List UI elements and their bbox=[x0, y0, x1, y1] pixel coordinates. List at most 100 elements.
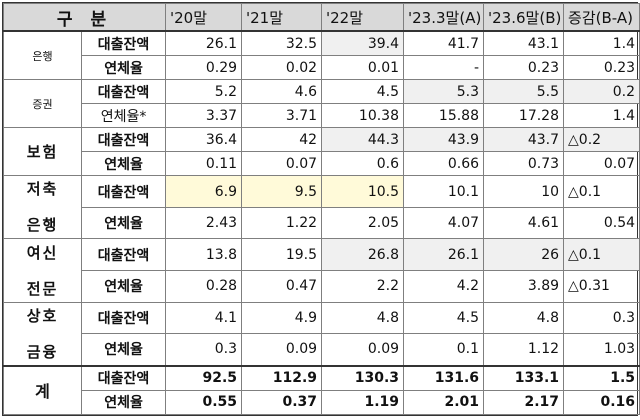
value-cell: - bbox=[403, 55, 485, 81]
value-cell: 3.37 bbox=[165, 103, 243, 129]
header-category: 구 분 bbox=[2, 3, 167, 32]
metric-label: 연체율 bbox=[80, 332, 167, 367]
total-row: 계 대출잔액 92.5 112.9 130.3 131.6 133.1 1.5 bbox=[3, 364, 640, 415]
change-cell: 0.16 bbox=[563, 389, 640, 416]
value-cell: 3.71 bbox=[241, 103, 323, 129]
value-cell: 39.4 bbox=[321, 30, 405, 57]
value-cell: 36.4 bbox=[165, 127, 243, 153]
value-cell: 41.7 bbox=[403, 30, 485, 57]
metric-label: 대출잔액 bbox=[80, 30, 167, 57]
value-cell: 0.55 bbox=[165, 389, 243, 416]
institution-line: 전문 bbox=[26, 279, 59, 298]
institution-insurance: 보험 bbox=[3, 127, 82, 177]
value-cell: 4.8 bbox=[483, 301, 565, 334]
value-cell: 2.05 bbox=[321, 206, 405, 240]
metric-label: 연체율 bbox=[80, 206, 167, 240]
value-cell: 26.1 bbox=[165, 30, 243, 57]
value-cell: 6.9 bbox=[165, 175, 243, 208]
metric-label: 대출잔액 bbox=[80, 238, 167, 271]
metric-label: 연체율 bbox=[80, 270, 167, 303]
value-cell: 43.9 bbox=[403, 127, 485, 153]
value-cell: 42 bbox=[241, 127, 323, 153]
header-col-2020: '20말 bbox=[165, 3, 243, 32]
header-col-change: 증감(B-A) bbox=[563, 3, 640, 32]
value-cell: 0.23 bbox=[483, 55, 565, 81]
value-cell: 2.43 bbox=[165, 206, 243, 240]
institution-line: 상호 bbox=[26, 306, 59, 325]
metric-label: 대출잔액 bbox=[80, 79, 167, 105]
institution-line: 금융 bbox=[26, 342, 59, 361]
value-cell: 26.8 bbox=[321, 238, 405, 271]
value-cell: 4.5 bbox=[403, 301, 485, 334]
institution-line: 저축 bbox=[26, 180, 59, 199]
metric-label: 대출잔액 bbox=[80, 364, 167, 391]
change-cell: △0.1 bbox=[563, 175, 640, 208]
institution-line: 여신 bbox=[26, 243, 59, 262]
metric-label: 대출잔액 bbox=[80, 127, 167, 153]
header-col-2023-6: '23.6말(B) bbox=[483, 3, 565, 32]
change-cell: 1.5 bbox=[563, 364, 640, 391]
institution-bank: 은행 bbox=[3, 30, 82, 81]
value-cell: 0.09 bbox=[241, 332, 323, 367]
change-cell: △0.2 bbox=[563, 127, 640, 153]
institution-credit-specialized: 여신 전문 bbox=[3, 238, 82, 303]
change-cell: 1.03 bbox=[563, 332, 640, 367]
table-row: 저축 은행 대출잔액 6.9 9.5 10.5 10.1 10 △0.1 bbox=[3, 175, 640, 240]
value-cell: 131.6 bbox=[403, 364, 485, 391]
value-cell: 5.2 bbox=[165, 79, 243, 105]
header-col-2022: '22말 bbox=[321, 3, 405, 32]
table-row: 증권 대출잔액 5.2 4.6 4.5 5.3 5.5 0.2 bbox=[3, 79, 640, 129]
table-row: 연체율 0.28 0.47 2.2 4.2 3.89 △0.31 bbox=[4, 270, 640, 303]
value-cell: 0.07 bbox=[241, 151, 323, 177]
header-row: 구 분 '20말 '21말 '22말 '23.3말(A) '23.6말(B) 증… bbox=[2, 3, 640, 32]
value-cell: 17.28 bbox=[483, 103, 565, 129]
total-row: 연체율 0.55 0.37 1.19 2.01 2.17 0.16 bbox=[4, 389, 640, 416]
table-row: 은행 대출잔액 26.1 32.5 39.4 41.7 43.1 1.4 bbox=[3, 30, 640, 81]
institution-savings-bank: 저축 은행 bbox=[3, 175, 82, 240]
change-cell: 0.3 bbox=[563, 301, 640, 334]
table-row: 상호 금융 대출잔액 4.1 4.9 4.8 4.5 4.8 0.3 bbox=[3, 301, 640, 367]
value-cell: 10 bbox=[483, 175, 565, 208]
value-cell: 13.8 bbox=[165, 238, 243, 271]
header-col-2023-3: '23.3말(A) bbox=[403, 3, 485, 32]
metric-label: 연체율 bbox=[80, 389, 167, 416]
value-cell: 0.02 bbox=[241, 55, 323, 81]
institution-line: 은행 bbox=[26, 216, 59, 235]
value-cell: 0.11 bbox=[165, 151, 243, 177]
value-cell: 0.73 bbox=[483, 151, 565, 177]
change-cell: 1.4 bbox=[563, 103, 640, 129]
metric-label: 연체율 bbox=[80, 151, 167, 177]
table-row: 연체율 0.29 0.02 0.01 - 0.23 0.23 bbox=[4, 55, 640, 81]
value-cell: 26 bbox=[483, 238, 565, 271]
value-cell: 0.09 bbox=[321, 332, 405, 367]
value-cell: 2.01 bbox=[403, 389, 485, 416]
value-cell: 112.9 bbox=[241, 364, 323, 391]
change-cell: 0.23 bbox=[563, 55, 640, 81]
value-cell: 4.61 bbox=[483, 206, 565, 240]
value-cell: 32.5 bbox=[241, 30, 323, 57]
value-cell: 0.1 bbox=[403, 332, 485, 367]
change-cell: 0.07 bbox=[563, 151, 640, 177]
institution-securities: 증권 bbox=[3, 79, 82, 129]
change-cell: △0.1 bbox=[563, 238, 640, 271]
table-row: 연체율* 3.37 3.71 10.38 15.88 17.28 1.4 bbox=[4, 103, 640, 129]
value-cell: 4.5 bbox=[321, 79, 405, 105]
value-cell: 1.12 bbox=[483, 332, 565, 367]
value-cell: 10.38 bbox=[321, 103, 405, 129]
table-row: 여신 전문 대출잔액 13.8 19.5 26.8 26.1 26 △0.1 bbox=[3, 238, 640, 303]
value-cell: 2.17 bbox=[483, 389, 565, 416]
value-cell: 0.29 bbox=[165, 55, 243, 81]
value-cell: 0.01 bbox=[321, 55, 405, 81]
value-cell: 1.22 bbox=[241, 206, 323, 240]
value-cell: 10.5 bbox=[321, 175, 405, 208]
value-cell: 4.8 bbox=[321, 301, 405, 334]
value-cell: 0.66 bbox=[403, 151, 485, 177]
value-cell: 4.2 bbox=[403, 270, 485, 303]
metric-label: 연체율* bbox=[80, 103, 167, 129]
value-cell: 26.1 bbox=[403, 238, 485, 271]
table-row: 연체율 0.11 0.07 0.6 0.66 0.73 0.07 bbox=[4, 151, 640, 177]
metric-label: 대출잔액 bbox=[80, 175, 167, 208]
value-cell: 5.5 bbox=[483, 79, 565, 105]
value-cell: 0.28 bbox=[165, 270, 243, 303]
